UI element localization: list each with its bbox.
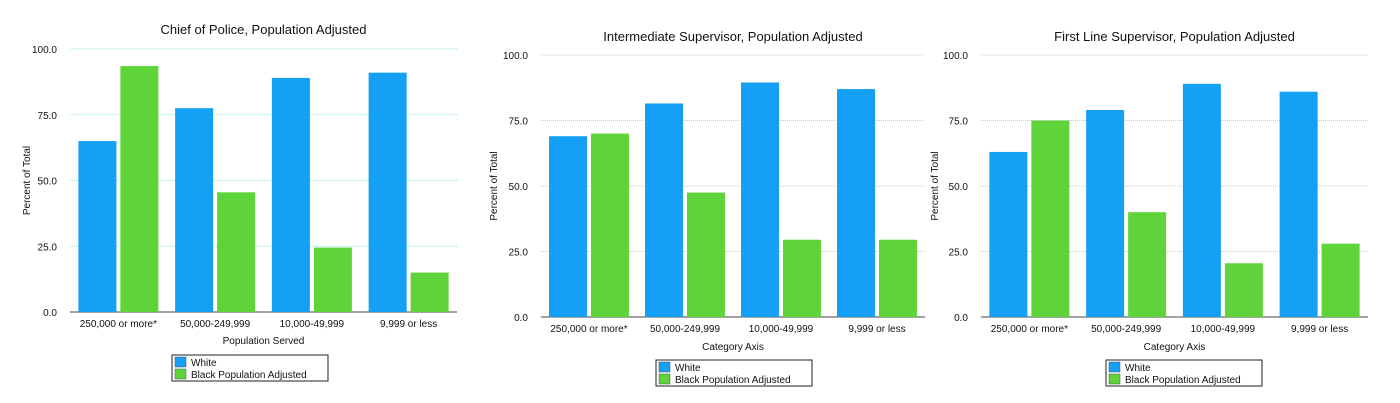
bar-white bbox=[1279, 91, 1318, 318]
x-tick-label: 50,000-249,999 bbox=[180, 319, 251, 330]
legend-swatch bbox=[658, 361, 671, 373]
bar-white bbox=[549, 136, 587, 317]
bar-white bbox=[1182, 83, 1221, 317]
intermediate-supervisor-chart: Intermediate Supervisor, Population Adju… bbox=[489, 29, 925, 387]
x-tick-label: 10,000-49,999 bbox=[749, 324, 814, 335]
y-tick-label: 25.0 bbox=[38, 242, 58, 253]
legend-swatch bbox=[658, 373, 671, 385]
bar-black-adjusted bbox=[591, 133, 629, 317]
bar-black-adjusted bbox=[687, 192, 725, 317]
bar-black-adjusted bbox=[410, 272, 449, 312]
x-axis-label: Category Axis bbox=[702, 342, 764, 353]
x-tick-label: 9,999 or less bbox=[848, 324, 905, 335]
first-line-supervisor-chart: First Line Supervisor, Population Adjust… bbox=[930, 29, 1368, 387]
x-tick-label: 10,000-49,999 bbox=[1191, 324, 1256, 335]
y-tick-label: 75.0 bbox=[949, 117, 969, 128]
bar-white bbox=[989, 151, 1028, 317]
x-tick-label: 10,000-49,999 bbox=[280, 319, 345, 330]
x-tick-label: 9,999 or less bbox=[380, 319, 437, 330]
y-axis-label: Percent of Total bbox=[489, 151, 500, 220]
bar-black-adjusted bbox=[1128, 212, 1167, 317]
legend-box bbox=[1105, 359, 1263, 387]
bar-black-adjusted bbox=[783, 239, 821, 317]
legend-box bbox=[655, 359, 813, 387]
y-tick-label: 100.0 bbox=[503, 51, 528, 62]
legend-swatch bbox=[174, 368, 187, 380]
bar-black-adjusted bbox=[879, 239, 917, 317]
chart-title: Chief of Police, Population Adjusted bbox=[161, 22, 367, 37]
y-tick-label: 100.0 bbox=[32, 45, 57, 56]
chart-title: Intermediate Supervisor, Population Adju… bbox=[603, 29, 862, 44]
bar-black-adjusted bbox=[1031, 120, 1070, 317]
y-axis-label: Percent of Total bbox=[22, 146, 33, 215]
legend-entry: White bbox=[675, 363, 701, 374]
x-tick-label: 250,000 or more* bbox=[991, 324, 1068, 335]
x-tick-label: 250,000 or more* bbox=[550, 324, 627, 335]
bar-white bbox=[368, 72, 407, 312]
y-tick-label: 100.0 bbox=[943, 51, 968, 62]
y-tick-label: 50.0 bbox=[509, 182, 529, 193]
bar-white bbox=[837, 89, 875, 317]
legend-entry: Black Population Adjusted bbox=[675, 375, 791, 386]
bar-black-adjusted bbox=[217, 192, 256, 312]
legend-entry: White bbox=[191, 358, 217, 369]
bar-black-adjusted bbox=[313, 247, 352, 312]
bar-white bbox=[175, 108, 214, 312]
legend-swatch bbox=[174, 356, 187, 368]
legend-entry: Black Population Adjusted bbox=[1125, 375, 1241, 386]
y-tick-label: 50.0 bbox=[949, 182, 969, 193]
bar-white bbox=[78, 141, 117, 312]
y-tick-label: 25.0 bbox=[509, 248, 529, 259]
chart-title: First Line Supervisor, Population Adjust… bbox=[1054, 29, 1295, 44]
bar-black-adjusted bbox=[120, 66, 159, 312]
x-tick-label: 50,000-249,999 bbox=[1091, 324, 1162, 335]
legend-swatch bbox=[1108, 361, 1121, 373]
legend-entry: White bbox=[1125, 363, 1151, 374]
y-tick-label: 0.0 bbox=[954, 313, 968, 324]
bar-black-adjusted bbox=[1224, 263, 1263, 317]
x-axis-label: Category Axis bbox=[1144, 342, 1206, 353]
x-tick-label: 9,999 or less bbox=[1291, 324, 1348, 335]
bar-white bbox=[1086, 110, 1125, 318]
legend-swatch bbox=[1108, 373, 1121, 385]
bar-white bbox=[271, 77, 310, 313]
y-tick-label: 25.0 bbox=[949, 248, 969, 259]
legend-entry: Black Population Adjusted bbox=[191, 370, 307, 381]
y-tick-label: 50.0 bbox=[38, 177, 58, 188]
chief-of-police-chart: Chief of Police, Population Adjusted 0.0 2… bbox=[22, 22, 457, 382]
x-axis-label: Population Served bbox=[223, 336, 305, 347]
y-axis-label: Percent of Total bbox=[930, 151, 941, 220]
y-tick-label: 0.0 bbox=[43, 308, 57, 319]
x-tick-label: 250,000 or more* bbox=[80, 319, 157, 330]
y-tick-label: 75.0 bbox=[509, 117, 529, 128]
x-tick-label: 50,000-249,999 bbox=[650, 324, 721, 335]
bar-black-adjusted bbox=[1321, 243, 1360, 317]
bar-white bbox=[741, 82, 779, 317]
y-tick-label: 75.0 bbox=[38, 111, 58, 122]
legend-box bbox=[171, 354, 329, 382]
y-tick-label: 0.0 bbox=[514, 313, 528, 324]
bar-white bbox=[645, 103, 683, 317]
